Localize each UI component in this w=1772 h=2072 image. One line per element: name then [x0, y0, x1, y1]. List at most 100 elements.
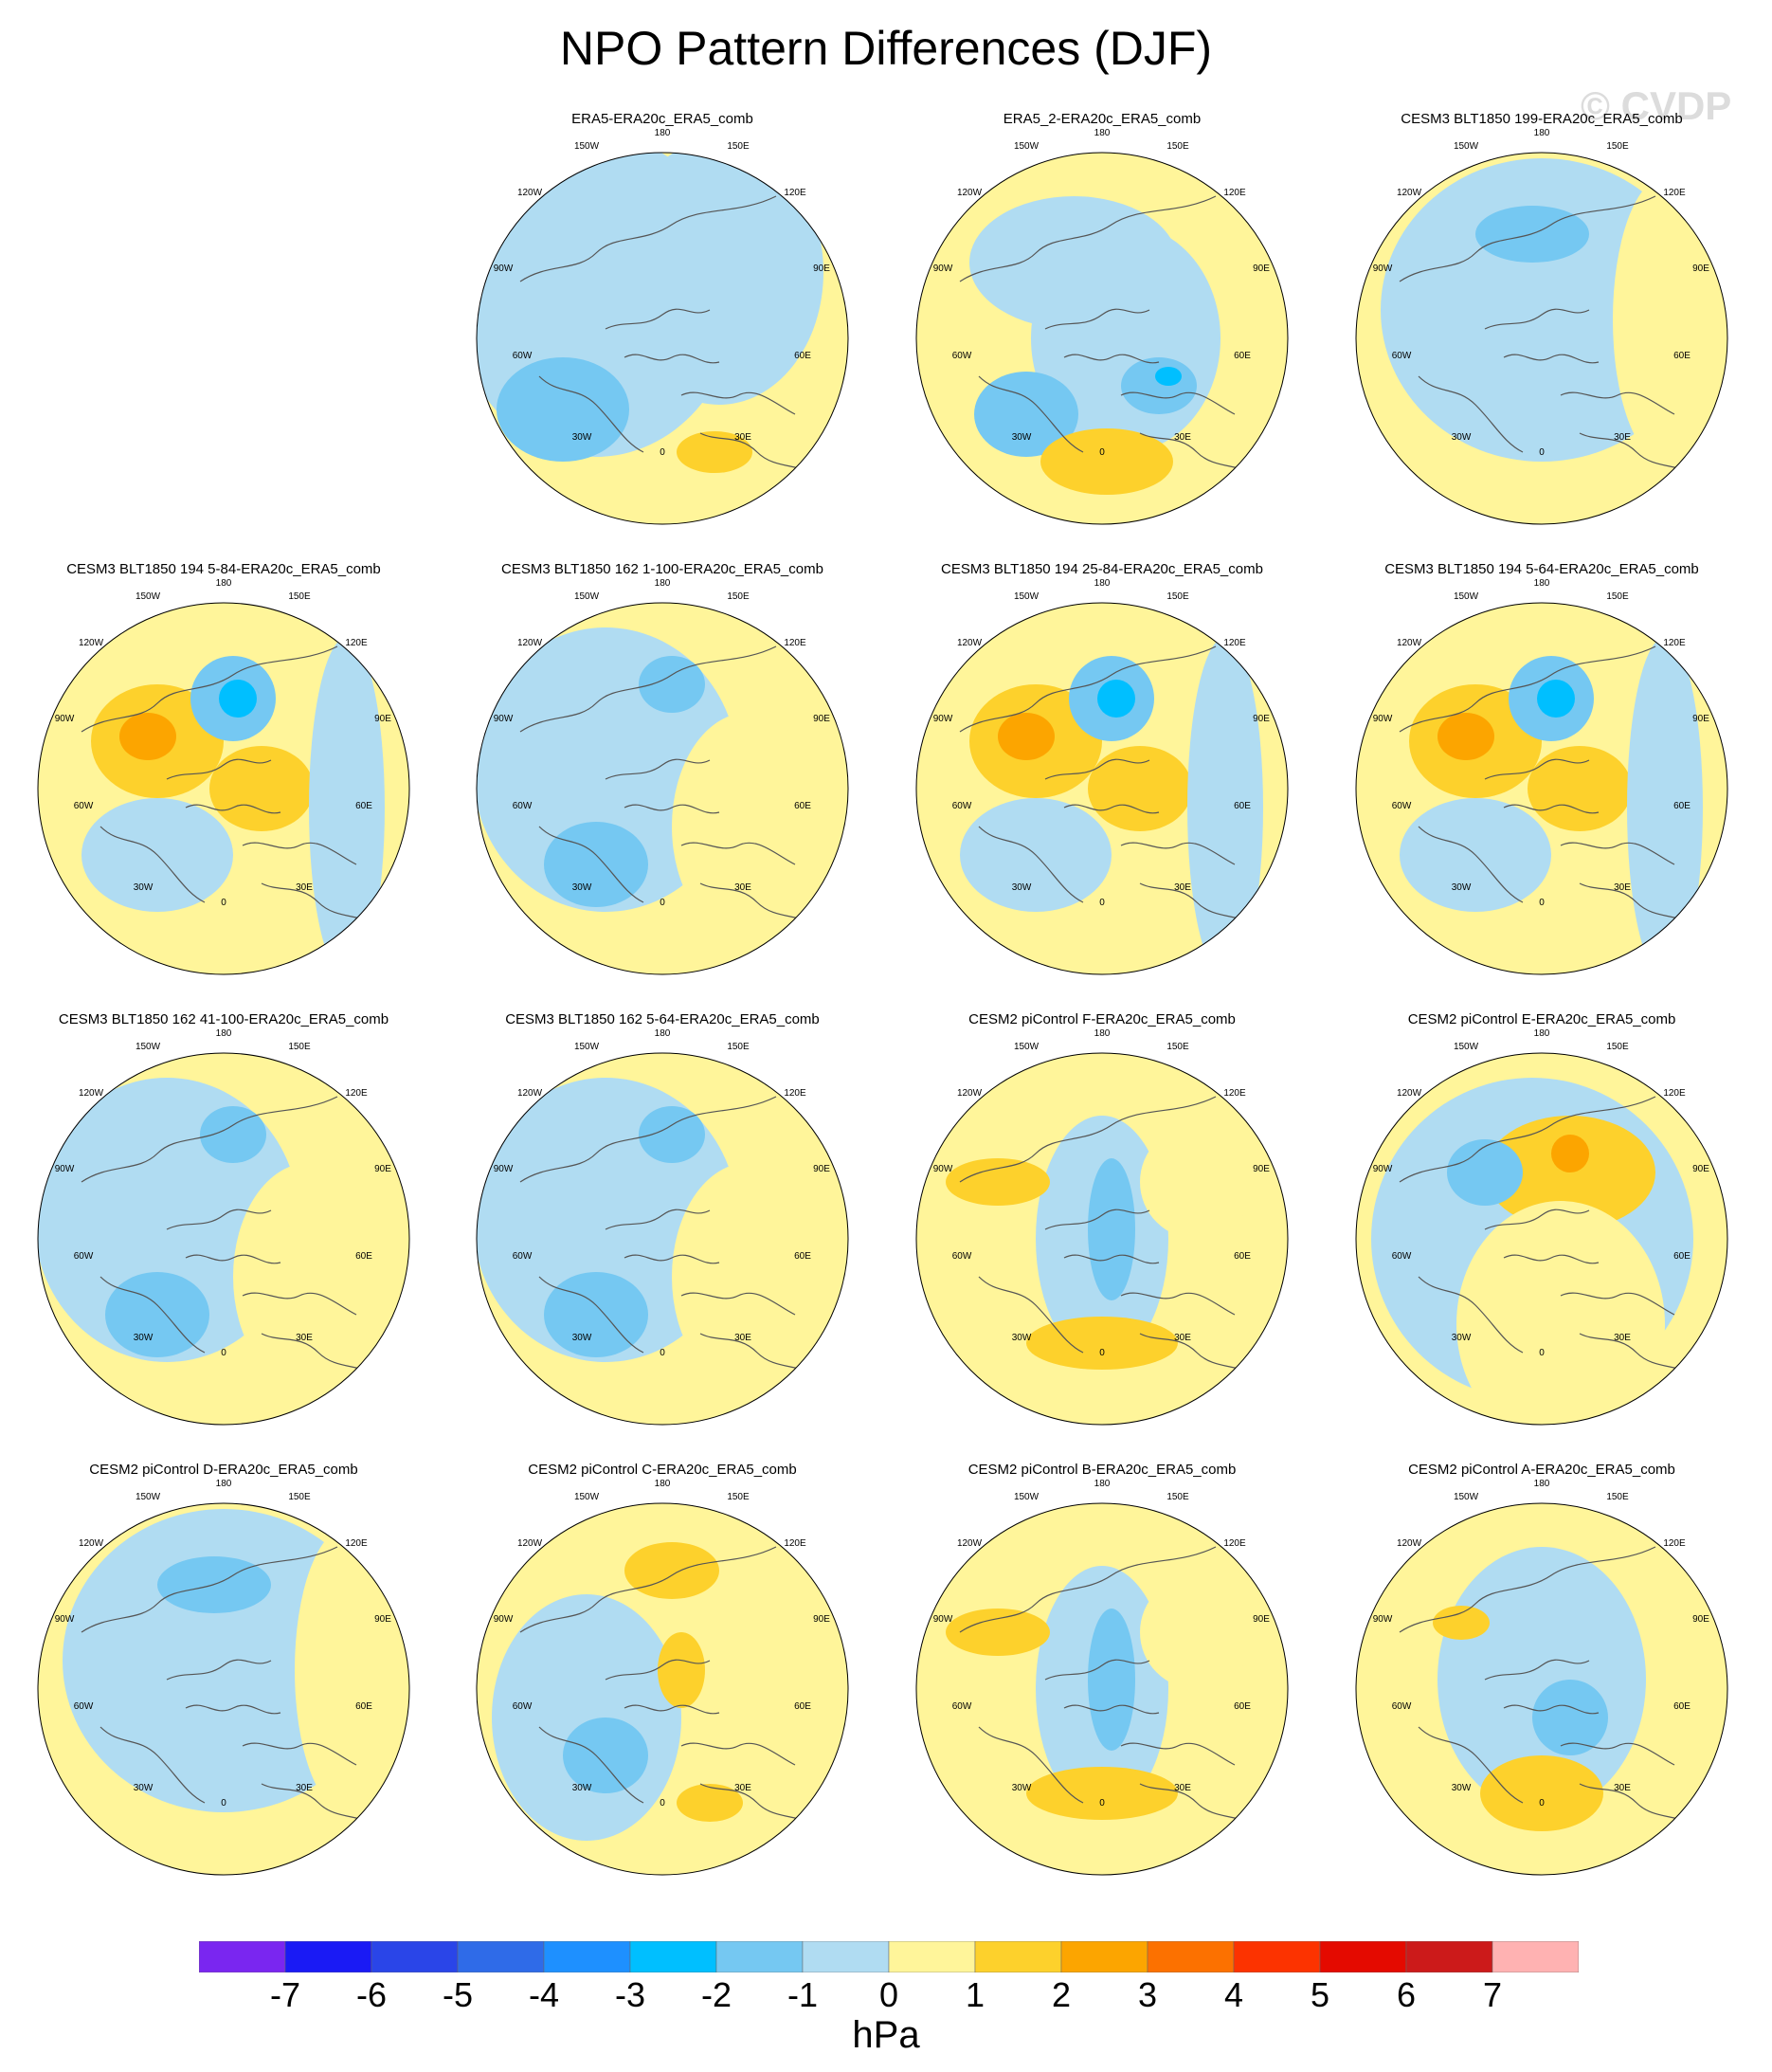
polar-map: 180 150E 120E 90E 60E 30E 0 30W 60W 90W 120W 150W	[37, 1028, 410, 1426]
longitude-label: 150W	[136, 591, 161, 602]
coastline	[1484, 758, 1590, 780]
coastline	[1063, 1254, 1160, 1264]
coastline	[1560, 1292, 1675, 1316]
anomaly-contour	[1040, 428, 1173, 495]
panel-title: CESM2 piControl A-ERA20c_ERA5_comb	[1408, 1462, 1675, 1478]
map-panel: CESM2 piControl A-ERA20c_ERA5_comb 180 150…	[1323, 1462, 1761, 1907]
longitude-label: 150E	[288, 1492, 311, 1502]
coastline	[624, 804, 720, 814]
anomaly-contour	[200, 1106, 266, 1163]
longitude-label: 120W	[1397, 1088, 1422, 1099]
longitude-label: 60W	[952, 801, 972, 811]
anomaly-contour	[946, 1609, 1050, 1656]
longitude-label: 30E	[296, 882, 313, 893]
colorbar-tick-label: 2	[1051, 1975, 1072, 2014]
longitude-label: 150E	[1606, 1042, 1629, 1052]
coastline	[1120, 1742, 1236, 1766]
longitude-label: 60E	[355, 1251, 372, 1262]
colorbar-box	[888, 1941, 976, 1972]
longitude-label: 150W	[136, 1492, 161, 1502]
anomaly-contour	[1627, 637, 1703, 974]
anomaly-contour	[1528, 746, 1632, 831]
anomaly-contour	[119, 713, 176, 760]
anomaly-contour	[1097, 680, 1135, 718]
longitude-label: 60E	[794, 801, 811, 811]
longitude-label: 90W	[494, 264, 514, 274]
longitude-label: 150E	[727, 591, 750, 602]
longitude-label: 0	[1539, 1798, 1545, 1808]
anomaly-contour	[677, 1784, 743, 1822]
longitude-label: 180	[216, 1028, 232, 1039]
longitude-label: 60W	[513, 1251, 533, 1262]
coastline	[1418, 375, 1524, 453]
map-boundary	[476, 1502, 849, 1876]
longitude-label: 150E	[727, 141, 750, 152]
longitude-label: 60E	[355, 1701, 372, 1712]
panel-title: CESM3 BLT1850 162 1-100-ERA20c_ERA5_comb	[501, 561, 823, 577]
panel-title: ERA5-ERA20c_ERA5_comb	[571, 111, 753, 127]
map-panel: CESM3 BLT1850 199-ERA20c_ERA5_comb 180 150…	[1323, 111, 1761, 556]
map-boundary	[476, 1052, 849, 1426]
longitude-label: 0	[660, 447, 665, 458]
polar-map: 180 150E 120E 90E 60E 30E 0 30W 60W 90W 120W 150W	[915, 578, 1289, 975]
polar-map: 180 150E 120E 90E 60E 30E 0 30W 60W 90W 120W 150W	[915, 1479, 1289, 1876]
longitude-label: 90E	[1253, 264, 1270, 274]
longitude-label: 120E	[1663, 638, 1686, 648]
longitude-label: 30E	[1174, 1333, 1191, 1343]
longitude-label: 60W	[74, 1701, 94, 1712]
longitude-label: 120E	[784, 188, 806, 198]
longitude-label: 60W	[1392, 1701, 1412, 1712]
coastline	[99, 826, 206, 903]
colorbar-tick-label: -5	[442, 1975, 473, 2014]
map-boundary	[37, 1052, 410, 1426]
anomaly-contour	[658, 1632, 705, 1708]
longitude-label: 30E	[296, 1333, 313, 1343]
longitude-label: 90W	[55, 1614, 75, 1625]
coastline	[605, 308, 711, 330]
longitude-label: 150W	[574, 1492, 600, 1502]
panel-title: ERA5_2-ERA20c_ERA5_comb	[1003, 111, 1202, 127]
longitude-label: 60W	[952, 1701, 972, 1712]
longitude-label: 30E	[1614, 432, 1631, 443]
colorbar-box	[284, 1941, 372, 1972]
polar-map: 180 150E 120E 90E 60E 30E 0 30W 60W 90W 120W 150W	[1355, 1479, 1728, 1876]
anomaly-contour	[1155, 367, 1182, 386]
longitude-label: 90E	[813, 264, 830, 274]
longitude-label: 0	[660, 1348, 665, 1358]
anomaly-contour	[295, 1528, 399, 1812]
longitude-label: 180	[655, 1028, 671, 1039]
coastline	[1503, 1254, 1600, 1264]
longitude-label: 60W	[513, 801, 533, 811]
coastline	[519, 1096, 777, 1183]
colorbar-tick-label: -2	[700, 1975, 732, 2014]
longitude-label: 180	[1094, 1479, 1111, 1489]
coastline	[1399, 645, 1656, 733]
anomaly-contour	[677, 431, 752, 473]
longitude-label: 30W	[1452, 882, 1472, 893]
map-panel: CESM2 piControl C-ERA20c_ERA5_comb 180 150…	[443, 1462, 881, 1907]
map-boundary	[476, 602, 849, 975]
coastline	[978, 826, 1084, 903]
anomaly-contour	[1532, 1680, 1608, 1755]
anomaly-contour	[1088, 1609, 1135, 1751]
panel-title: CESM2 piControl D-ERA20c_ERA5_comb	[89, 1462, 358, 1478]
longitude-label: 30W	[1012, 432, 1032, 443]
panel-title: CESM2 piControl C-ERA20c_ERA5_comb	[528, 1462, 797, 1478]
longitude-label: 90W	[494, 1164, 514, 1174]
longitude-label: 180	[216, 578, 232, 589]
colorbar-tick-label: 5	[1310, 1975, 1330, 2014]
longitude-label: 60W	[74, 1251, 94, 1262]
longitude-label: 60E	[1234, 801, 1251, 811]
longitude-label: 120W	[517, 1088, 543, 1099]
longitude-label: 120W	[957, 638, 983, 648]
map-boundary	[476, 152, 849, 525]
colorbar-tick-label: 3	[1137, 1975, 1158, 2014]
anomaly-contour	[1088, 1158, 1135, 1300]
longitude-label: 150W	[1454, 1042, 1479, 1052]
longitude-label: 30W	[1012, 882, 1032, 893]
longitude-label: 150E	[727, 1492, 750, 1502]
panel-title: CESM3 BLT1850 194 5-84-ERA20c_ERA5_comb	[66, 561, 381, 577]
map-panel: CESM2 piControl B-ERA20c_ERA5_comb 180 150…	[883, 1462, 1321, 1907]
longitude-label: 30E	[734, 1333, 751, 1343]
colorbar-unit: hPa	[852, 2014, 920, 2056]
